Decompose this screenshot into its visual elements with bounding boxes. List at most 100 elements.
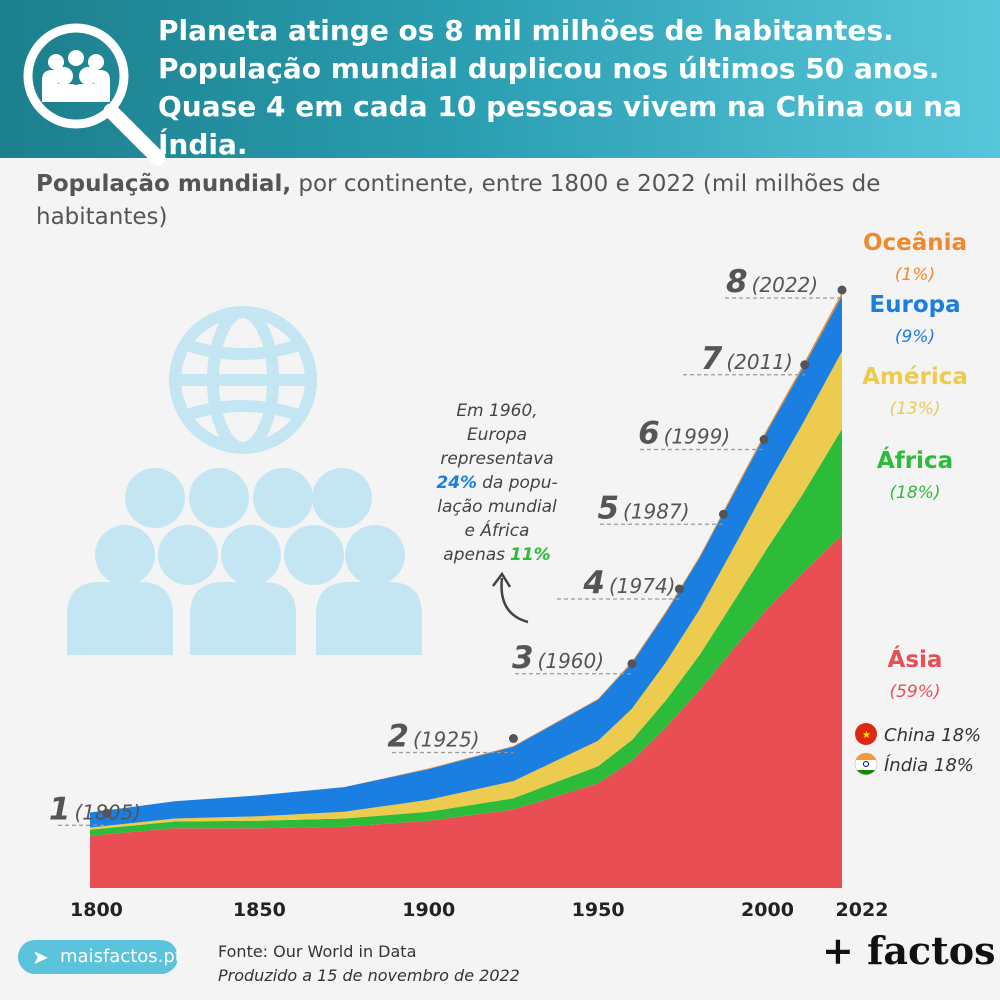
country-india-18-: Índia 18% (854, 752, 974, 776)
milestone-dot (759, 435, 769, 444)
milestone-year: (1999) (664, 425, 731, 449)
note-text: apenas (443, 545, 505, 565)
area-america (90, 351, 842, 830)
milestone-year: (1960) (538, 649, 605, 673)
milestone-dot (718, 509, 728, 519)
legend-name: América (862, 364, 968, 390)
milestone-number: 3 (512, 640, 534, 676)
subtitle-bold: População mundial, (36, 171, 292, 197)
x-tick-2000: 2000 (741, 899, 794, 921)
legend-africa: África (18%) (877, 446, 953, 503)
globe-icon (169, 306, 317, 454)
milestone-label: 3 (1960) (512, 640, 604, 676)
milestone-dot (508, 734, 518, 743)
milestone-label: 6 (1999) (638, 416, 730, 452)
people-search-icon (23, 23, 166, 166)
x-tick-1800: 1800 (70, 899, 123, 921)
annotation-1960: Em 1960, Europa representava 24% da popu-laç… (436, 401, 558, 624)
site-url: maisfactos.pt (60, 946, 182, 967)
legend-name: Europa (869, 292, 960, 318)
milestone-number: 6 (638, 416, 660, 452)
milestone-year: (1974) (609, 574, 676, 598)
india-flag-icon (854, 752, 878, 776)
milestone-number: 5 (597, 490, 619, 526)
footer-source: Fonte: Our World in Data Produzido a 15 … (218, 940, 520, 988)
source-text: Fonte: Our World in Data (218, 942, 417, 961)
milestone-year: (2011) (726, 350, 793, 374)
milestone-4: 4 (1974) (557, 565, 684, 601)
milestone-number: 8 (726, 264, 748, 300)
produced-date: Produzido a 15 de novembro de 2022 (218, 966, 520, 985)
chart-subtitle: População mundial, por continente, entre… (36, 168, 936, 234)
legend-asia: Ásia (59%) (888, 645, 943, 702)
country-label: China 18% (884, 725, 981, 746)
milestone-label: 1 (1805) (49, 791, 141, 827)
note-europe-pct: 24% (436, 473, 477, 493)
note-arrow (500, 577, 529, 624)
country-label: Índia 18% (884, 754, 974, 776)
legend-europa: Europa (9%) (869, 292, 960, 347)
legend-pct: (18%) (889, 483, 940, 503)
milestone-dot (627, 659, 637, 669)
legend-pct: (59%) (889, 682, 940, 702)
x-tick-1850: 1850 (233, 899, 286, 921)
milestone-dot (837, 285, 847, 295)
milestone-year: (1925) (413, 728, 480, 752)
country-china-18-: ★ China 18% (855, 723, 981, 746)
note-line: e África (465, 519, 530, 541)
x-tick-1900: 1900 (402, 899, 455, 921)
note-line: Europa (467, 425, 527, 445)
milestone-label: 4 (1974) (582, 565, 675, 601)
paper-plane-icon: ➤ (32, 945, 49, 969)
legend-pct: (1%) (895, 265, 935, 285)
note-text: da popu- (482, 473, 558, 493)
area-asia (90, 535, 842, 888)
milestone-dot (800, 360, 810, 370)
site-badge[interactable]: ➤ maisfactos.pt (18, 940, 182, 974)
milestone-3: 3 (1960) (512, 640, 637, 676)
legend-oceania: Oceânia(1%) (863, 230, 967, 285)
area-europa (90, 296, 842, 828)
milestone-label: 2 (1925) (387, 719, 479, 755)
note-arrowhead (492, 571, 512, 588)
legend-name: África (877, 446, 953, 474)
milestone-7: 7 (2011) (683, 341, 810, 377)
note-line: Em 1960, (456, 401, 537, 421)
milestone-number: 7 (701, 341, 723, 377)
milestone-dot (674, 584, 684, 594)
milestone-year: (1805) (75, 800, 142, 824)
china-flag-icon: ★ (855, 723, 877, 745)
legend-pct: (13%) (889, 399, 940, 419)
note-line: apenas 11% (443, 545, 550, 565)
milestone-2: 2 (1925) (387, 719, 518, 755)
note-line: representava (440, 449, 553, 469)
milestone-dot (102, 808, 112, 818)
milestone-year: (1987) (623, 499, 690, 523)
note-africa-pct: 11% (510, 545, 551, 565)
headline: Planeta atinge os 8 mil milhões de habit… (158, 14, 962, 161)
milestone-6: 6 (1999) (638, 416, 769, 452)
milestone-number: 2 (387, 719, 409, 755)
milestone-label: 8 (2022) (726, 264, 818, 300)
note-line: 24% da popu- (436, 473, 557, 493)
area-oceania (90, 292, 842, 813)
note-line: lação mundial (437, 497, 557, 517)
legend-america: América (13%) (862, 364, 968, 419)
milestone-5: 5 (1987) (597, 490, 728, 526)
legend-name: Ásia (888, 645, 943, 673)
people-group-icon (67, 468, 422, 655)
svg-text:★: ★ (862, 730, 871, 741)
brand-logo: + factos (822, 928, 996, 973)
milestone-label: 5 (1987) (597, 490, 689, 526)
x-tick-1950: 1950 (572, 899, 625, 921)
milestone-label: 7 (2011) (701, 341, 793, 377)
legend-pct: (9%) (895, 327, 935, 347)
area-africa (90, 429, 842, 836)
x-tick-2022: 2022 (836, 899, 889, 921)
header-banner: Planeta atinge os 8 mil milhões de habit… (0, 0, 1000, 166)
milestone-number: 4 (582, 565, 605, 601)
milestone-1: 1 (1805) (49, 791, 141, 827)
milestone-year: (2022) (752, 273, 819, 297)
subtitle-rest: por continente, entre 1800 e 2022 (mil m… (36, 171, 881, 230)
milestone-number: 1 (49, 791, 71, 827)
